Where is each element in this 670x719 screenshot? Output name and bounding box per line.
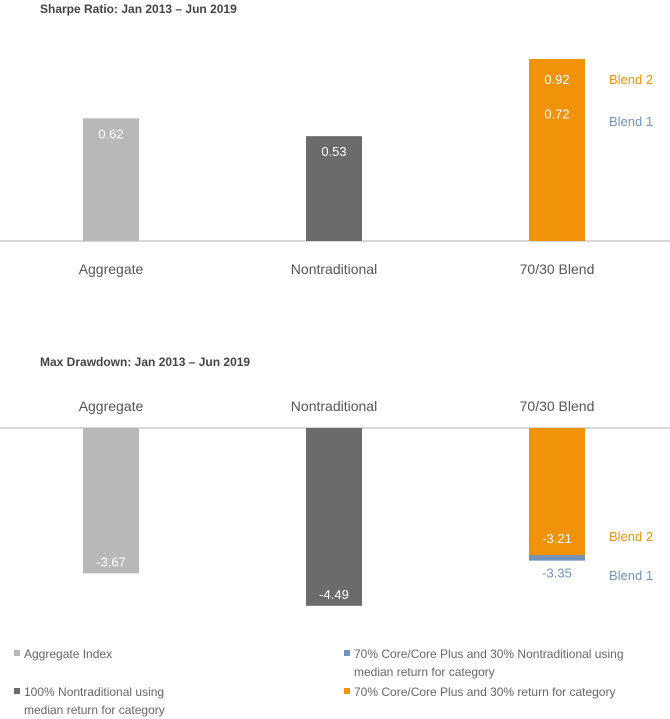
sharpe-chart-title: Sharpe Ratio: Jan 2013 – Jun 2019 [40, 2, 237, 16]
legend-label-nontraditional: 100% Nontraditional using median return … [24, 685, 165, 717]
sharpe-ratio-chart: Sharpe Ratio: Jan 2013 – Jun 2019 Aggrega… [0, 2, 670, 277]
drawdown-bar-blend-2 [529, 428, 585, 556]
legend-label-aggregate-index: Aggregate Index [24, 647, 113, 661]
legend-swatch-aggregate-index [14, 650, 20, 656]
sharpe-annotation-blend-2: Blend 2 [609, 72, 653, 87]
sharpe-value-label-nontraditional: 0.53 [321, 144, 346, 159]
drawdown-bar-nontraditional [306, 428, 362, 606]
legend-swatch-blend-1 [344, 650, 350, 656]
drawdown-category-label-aggregate: Aggregate [79, 398, 144, 414]
drawdown-value-label-aggregate: -3.67 [96, 554, 126, 569]
sharpe-annotation-blend-1: Blend 1 [609, 114, 653, 129]
sharpe-category-label-70-30-blend: 70/30 Blend [520, 261, 595, 277]
legend-swatch-blend-2 [344, 688, 350, 694]
sharpe-category-label-nontraditional: Nontraditional [291, 261, 377, 277]
legend-label-blend-1: 70% Core/Core Plus and 30% Nontraditiona… [354, 647, 624, 679]
legend-label-blend-2: 70% Core/Core Plus and 30% return for ca… [354, 685, 616, 699]
drawdown-value-label-blend-2: -3.21 [542, 531, 572, 546]
drawdown-value-label-nontraditional: -4.49 [319, 587, 349, 602]
max-drawdown-chart: Max Drawdown: Jan 2013 – Jun 2019 Aggrega… [0, 355, 670, 606]
sharpe-bar-aggregate [83, 118, 139, 241]
sharpe-bar-nontraditional [306, 136, 362, 241]
drawdown-annotation-blend-1: Blend 1 [609, 568, 653, 583]
sharpe-value-label-blend-1: 0.72 [544, 107, 569, 122]
sharpe-value-label-aggregate: 0.62 [98, 126, 123, 141]
sharpe-value-label-blend-2: 0.92 [544, 72, 569, 87]
legend-swatch-nontraditional [14, 688, 20, 694]
sharpe-category-label-aggregate: Aggregate [79, 261, 144, 277]
drawdown-chart-title: Max Drawdown: Jan 2013 – Jun 2019 [40, 355, 250, 369]
drawdown-value-label-blend-1: -3.35 [542, 566, 572, 581]
sharpe-bar-blend-2 [529, 59, 585, 241]
drawdown-bar-aggregate [83, 428, 139, 574]
drawdown-category-label-70-30-blend: 70/30 Blend [520, 398, 595, 414]
drawdown-annotation-blend-2: Blend 2 [609, 529, 653, 544]
drawdown-category-label-nontraditional: Nontraditional [291, 398, 377, 414]
